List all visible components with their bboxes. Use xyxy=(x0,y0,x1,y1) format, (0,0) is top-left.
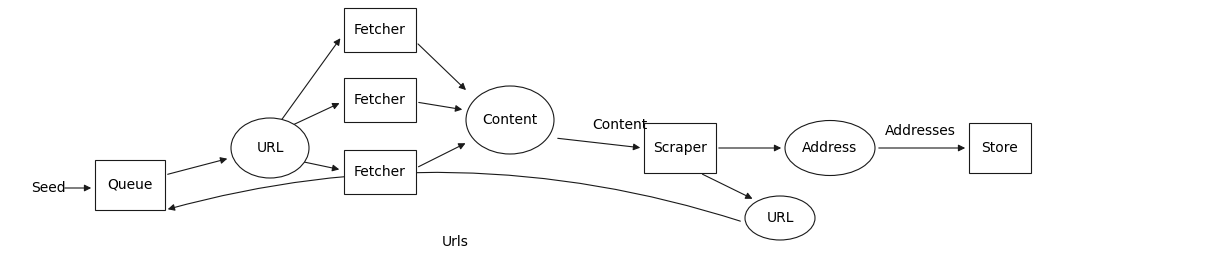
Text: Scraper: Scraper xyxy=(653,141,707,155)
Bar xyxy=(644,123,716,173)
Text: Content: Content xyxy=(482,113,538,127)
Bar xyxy=(94,160,166,210)
FancyArrowPatch shape xyxy=(169,172,741,221)
Ellipse shape xyxy=(785,120,875,176)
Text: Fetcher: Fetcher xyxy=(354,23,406,37)
Text: URL: URL xyxy=(766,211,793,225)
Text: Seed: Seed xyxy=(31,181,65,195)
Text: Queue: Queue xyxy=(108,178,153,192)
Ellipse shape xyxy=(230,118,309,178)
Text: URL: URL xyxy=(256,141,283,155)
Text: Store: Store xyxy=(982,141,1019,155)
Bar xyxy=(345,8,416,52)
Text: Addresses: Addresses xyxy=(885,124,955,138)
Text: Fetcher: Fetcher xyxy=(354,93,406,107)
Bar xyxy=(969,123,1031,173)
Text: Urls: Urls xyxy=(441,235,468,249)
Text: Address: Address xyxy=(802,141,858,155)
Text: Content: Content xyxy=(592,118,647,132)
Text: Fetcher: Fetcher xyxy=(354,165,406,179)
Bar xyxy=(345,78,416,122)
Ellipse shape xyxy=(745,196,815,240)
Ellipse shape xyxy=(466,86,554,154)
Bar xyxy=(345,150,416,194)
